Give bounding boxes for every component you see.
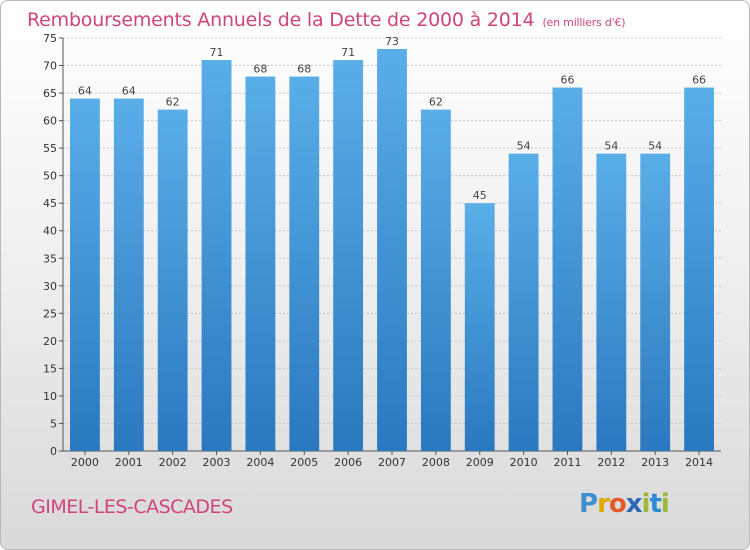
logo-letter: i — [641, 489, 651, 519]
data-label: 64 — [78, 85, 92, 98]
bar — [333, 60, 364, 451]
bar — [113, 98, 144, 451]
data-label: 54 — [648, 140, 662, 153]
bar — [508, 153, 539, 451]
commune-name: GIMEL-LES-CASCADES — [31, 496, 233, 518]
x-tick-label: 2006 — [334, 456, 362, 469]
x-tick-label: 2000 — [71, 456, 99, 469]
bar — [596, 153, 627, 451]
bar — [684, 87, 714, 451]
x-tick-label: 2005 — [290, 456, 318, 469]
y-tick-label: 5 — [50, 417, 57, 430]
data-label: 54 — [604, 140, 618, 153]
x-tick-label: 2003 — [203, 456, 231, 469]
x-tick-label: 2013 — [641, 456, 669, 469]
bar — [552, 87, 583, 451]
bar-layer — [70, 49, 714, 452]
bar — [289, 76, 320, 452]
chart-title-text: Remboursements Annuels de la Dette de 20… — [27, 9, 535, 31]
x-tick-label: 2008 — [422, 456, 450, 469]
bar — [377, 49, 407, 451]
y-tick-label: 65 — [43, 87, 57, 100]
y-tick-label: 20 — [43, 335, 57, 348]
chart-title: Remboursements Annuels de la Dette de 20… — [27, 9, 626, 31]
bar — [157, 109, 188, 451]
y-tick-label: 70 — [43, 60, 57, 73]
y-tick-label: 60 — [43, 115, 57, 128]
x-tick-label: 2002 — [159, 456, 187, 469]
data-label: 62 — [166, 96, 180, 109]
y-tick-label: 50 — [43, 170, 57, 183]
y-tick-label: 45 — [43, 197, 57, 210]
proxiti-logo: Proxiti — [579, 489, 670, 519]
y-tick-label: 75 — [43, 32, 57, 45]
label-layer: 64 64 62 71 68 68 71 73 62 45 54 66 54 54 66 — [78, 35, 706, 202]
x-tick-label: 2011 — [553, 456, 581, 469]
bar-chart: 0 5 10 15 20 25 30 35 40 45 50 55 60 65 70 75 2000 2001 20… — [43, 32, 721, 469]
x-tick-label: 2001 — [115, 456, 143, 469]
data-label: 73 — [385, 35, 399, 48]
y-tick-label: 25 — [43, 307, 57, 320]
data-label: 66 — [560, 74, 574, 87]
logo-letter: r — [597, 489, 610, 519]
y-tick-label: 30 — [43, 280, 57, 293]
y-tick-label: 10 — [43, 390, 57, 403]
data-label: 71 — [341, 46, 355, 59]
x-tick-label: 2014 — [685, 456, 713, 469]
bar — [70, 98, 100, 451]
chart-unit-label: (en milliers d'€) — [542, 16, 626, 29]
x-tick-label: 2010 — [510, 456, 538, 469]
bar — [245, 76, 276, 452]
data-label: 71 — [210, 46, 224, 59]
data-label: 45 — [473, 189, 487, 202]
data-label: 66 — [692, 74, 706, 87]
data-label: 54 — [517, 140, 531, 153]
data-label: 68 — [253, 63, 267, 76]
data-label: 64 — [122, 85, 136, 98]
y-tick-label: 40 — [43, 225, 57, 238]
logo-letter: x — [625, 489, 643, 519]
y-tick-label: 0 — [50, 445, 57, 458]
x-tick-label: 2012 — [597, 456, 625, 469]
x-tick-label: 2009 — [466, 456, 494, 469]
y-tick-label: 55 — [43, 142, 57, 155]
logo-letter: P — [579, 489, 598, 519]
y-tick-label: 15 — [43, 362, 57, 375]
x-tick-label: 2004 — [246, 456, 274, 469]
bar — [420, 109, 451, 451]
data-label: 68 — [297, 63, 311, 76]
logo-letter: o — [608, 489, 627, 519]
logo-letter: i — [660, 489, 670, 519]
data-label: 62 — [429, 96, 443, 109]
bar — [201, 60, 232, 451]
bar — [464, 203, 495, 451]
x-tick-label: 2007 — [378, 456, 406, 469]
y-tick-label: 35 — [43, 252, 57, 265]
bar — [640, 153, 671, 451]
logo-letter: t — [649, 489, 661, 519]
